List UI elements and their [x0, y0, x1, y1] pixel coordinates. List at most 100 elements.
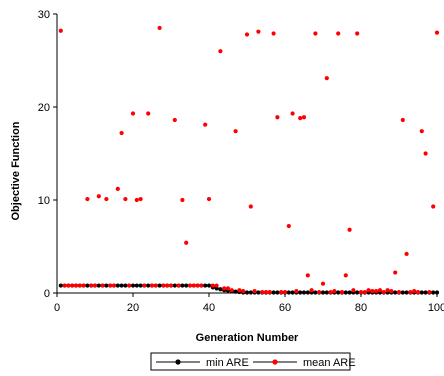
mean-are-point — [237, 288, 241, 292]
min-are-point — [59, 283, 63, 287]
mean-are-point — [150, 283, 154, 287]
mean-are-point — [104, 197, 108, 201]
min-are-point — [313, 290, 317, 294]
mean-are-point — [256, 30, 260, 34]
x-tick-label: 100 — [428, 302, 444, 314]
mean-are-point — [146, 111, 150, 115]
min-are-point — [139, 283, 143, 287]
mean-are-point — [158, 26, 162, 30]
legend: min ARE mean ARE — [151, 353, 356, 370]
x-tick-label: 0 — [54, 302, 60, 314]
min-are-point — [302, 290, 306, 294]
min-are-point — [306, 290, 310, 294]
mean-are-point — [420, 129, 424, 133]
min-are-point — [291, 290, 295, 294]
mean-are-point — [154, 283, 158, 287]
mean-are-point — [348, 228, 352, 232]
mean-are-point — [188, 283, 192, 287]
mean-are-point — [336, 31, 340, 35]
mean-are-point — [211, 283, 215, 287]
mean-are-point — [283, 290, 287, 294]
min-are-point — [287, 290, 291, 294]
mean-are-point — [199, 283, 203, 287]
mean-are-point — [192, 283, 196, 287]
mean-are-point — [321, 282, 325, 286]
mean-are-point — [408, 290, 412, 294]
mean-are-point — [344, 273, 348, 277]
mean-are-point — [325, 76, 329, 80]
min-are-point — [85, 283, 89, 287]
min-are-point — [184, 283, 188, 287]
x-tick-label: 80 — [355, 302, 367, 314]
mean-are-point — [93, 283, 97, 287]
x-axis-ticks: 0 20 40 60 80 100 — [54, 293, 444, 314]
mean-are-point — [367, 288, 371, 292]
mean-are-point — [370, 289, 374, 293]
mean-are-point — [298, 116, 302, 120]
mean-are-point — [302, 115, 306, 119]
min-are-point — [249, 290, 253, 294]
y-tick-label: 30 — [38, 9, 50, 21]
min-are-point — [424, 290, 428, 294]
mean-are-point — [63, 283, 67, 287]
min-are-point — [135, 283, 139, 287]
mean-are-point — [116, 187, 120, 191]
mean-are-point — [230, 288, 234, 292]
min-are-point — [272, 290, 276, 294]
mean-are-point — [291, 111, 295, 115]
mean-are-point — [275, 115, 279, 119]
series-layer — [59, 26, 439, 295]
mean-are-point — [317, 290, 321, 294]
min-are-point — [298, 290, 302, 294]
y-tick-label: 20 — [38, 102, 50, 114]
mean-are-point — [74, 283, 78, 287]
mean-are-point — [142, 283, 146, 287]
mean-are-point — [249, 204, 253, 208]
mean-are-point — [363, 290, 367, 294]
mean-are-point — [196, 283, 200, 287]
mean-are-point — [180, 198, 184, 202]
mean-are-point — [359, 290, 363, 294]
mean-are-point — [294, 289, 298, 293]
mean-are-point — [264, 290, 268, 294]
mean-are-point — [203, 123, 207, 127]
min-are-point — [256, 290, 260, 294]
mean-are-point — [112, 283, 116, 287]
min-are-point — [158, 283, 162, 287]
min-are-point — [180, 283, 184, 287]
min-are-point — [97, 283, 101, 287]
min-are-point — [104, 283, 108, 287]
min-are-point — [348, 290, 352, 294]
legend-marker-min — [175, 359, 180, 364]
x-axis-title: Generation Number — [196, 332, 299, 344]
min-are-point — [116, 283, 120, 287]
y-axis-ticks: 0 10 20 30 — [38, 9, 57, 300]
mean-are-point — [310, 288, 314, 292]
min-are-point — [431, 290, 435, 294]
min-are-point — [146, 283, 150, 287]
min-are-point — [207, 283, 211, 287]
mean-are-point — [405, 252, 409, 256]
mean-are-point — [165, 283, 169, 287]
mean-are-point — [332, 289, 336, 293]
mean-are-point — [101, 283, 105, 287]
x-tick-label: 40 — [203, 302, 215, 314]
mean-are-point — [70, 283, 74, 287]
mean-are-point — [241, 289, 245, 293]
x-tick-label: 20 — [127, 302, 139, 314]
mean-are-point — [435, 30, 439, 34]
mean-are-point — [184, 241, 188, 245]
mean-are-point — [389, 289, 393, 293]
mean-are-point — [393, 270, 397, 274]
mean-are-point — [177, 283, 181, 287]
mean-are-point — [351, 288, 355, 292]
mean-are-point — [108, 283, 112, 287]
min-are-point — [218, 287, 222, 291]
plot-area: 0 10 20 30 0 20 40 60 80 100 — [38, 9, 444, 314]
mean-are-point — [139, 197, 143, 201]
mean-are-point — [245, 32, 249, 36]
min-are-point — [405, 290, 409, 294]
min-are-point — [401, 290, 405, 294]
mean-are-point — [253, 289, 257, 293]
